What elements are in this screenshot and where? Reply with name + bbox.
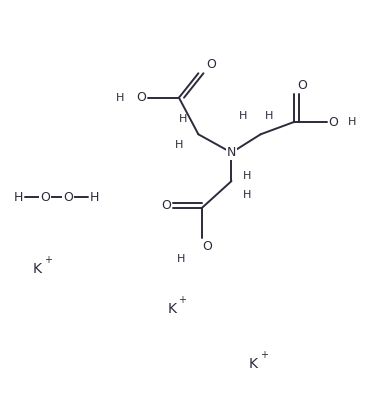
Text: H: H: [14, 191, 23, 204]
Text: K: K: [33, 262, 42, 276]
Text: H: H: [265, 111, 273, 121]
Text: O: O: [161, 199, 171, 212]
Text: H: H: [239, 111, 247, 121]
Text: +: +: [178, 295, 186, 305]
Text: O: O: [136, 91, 146, 104]
Text: N: N: [227, 146, 236, 159]
Text: H: H: [116, 93, 124, 103]
Text: H: H: [179, 114, 187, 124]
Text: H: H: [175, 140, 183, 151]
Text: +: +: [260, 350, 268, 360]
Text: H: H: [243, 190, 252, 200]
Text: +: +: [44, 255, 52, 265]
Text: O: O: [40, 191, 50, 204]
Text: H: H: [243, 171, 252, 181]
Text: O: O: [202, 240, 212, 253]
Text: H: H: [176, 254, 185, 264]
Text: O: O: [329, 116, 338, 129]
Text: K: K: [249, 357, 258, 371]
Text: O: O: [63, 191, 73, 204]
Text: O: O: [206, 58, 216, 71]
Text: H: H: [89, 191, 99, 204]
Text: O: O: [298, 79, 307, 92]
Text: K: K: [167, 302, 176, 316]
Text: H: H: [348, 117, 357, 127]
